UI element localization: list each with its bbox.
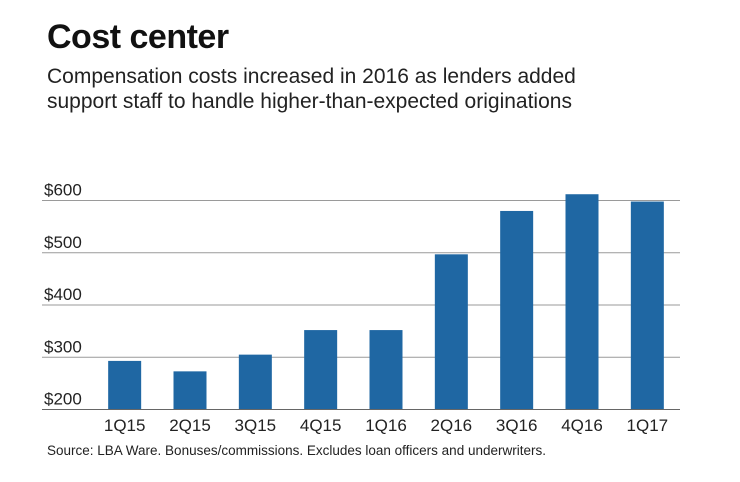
bar-1Q16 xyxy=(369,330,403,410)
x-tick-label-4Q16: 4Q16 xyxy=(561,416,603,435)
subtitle-line-1: Compensation costs increased in 2016 as … xyxy=(47,65,576,88)
y-tick-label-200: $200 xyxy=(44,390,82,409)
bar-1Q15 xyxy=(108,360,142,410)
x-tick-label-1Q15: 1Q15 xyxy=(104,416,146,435)
x-tick-label-1Q16: 1Q16 xyxy=(365,416,407,435)
x-tick-label-3Q16: 3Q16 xyxy=(496,416,538,435)
x-tick-label-4Q15: 4Q15 xyxy=(300,416,342,435)
y-tick-label-500: $500 xyxy=(44,233,82,252)
bar-4Q16 xyxy=(565,194,599,410)
x-tick-label-2Q16: 2Q16 xyxy=(431,416,473,435)
chart-subtitle: Compensation costs increased in 2016 as … xyxy=(47,64,727,114)
subtitle-line-2: support staff to handle higher-than-expe… xyxy=(47,90,572,113)
source-note: Source: LBA Ware. Bonuses/commissions. E… xyxy=(47,443,546,458)
x-tick-label-2Q15: 2Q15 xyxy=(169,416,211,435)
x-tick-label-3Q15: 3Q15 xyxy=(235,416,277,435)
bar-4Q15 xyxy=(304,330,338,410)
x-tick-label-1Q17: 1Q17 xyxy=(627,416,669,435)
bar-2Q16 xyxy=(434,254,468,410)
bar-1Q17 xyxy=(630,201,664,410)
y-tick-label-600: $600 xyxy=(44,181,82,200)
bar-2Q15 xyxy=(173,371,207,410)
chart-title: Cost center xyxy=(47,18,229,56)
bar-3Q16 xyxy=(500,210,534,410)
y-tick-label-400: $400 xyxy=(44,285,82,304)
bar-3Q15 xyxy=(238,354,272,410)
y-tick-label-300: $300 xyxy=(44,337,82,356)
